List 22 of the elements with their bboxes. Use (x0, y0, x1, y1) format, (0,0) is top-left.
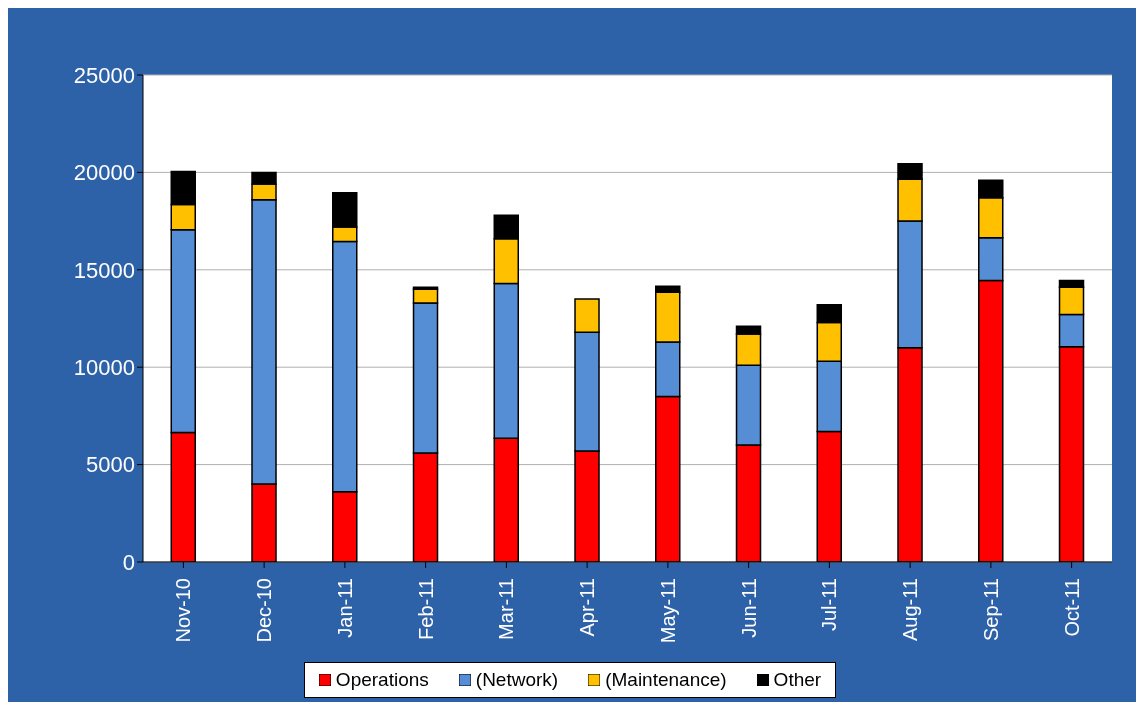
x-tick-label: Nov-10 (172, 578, 195, 643)
x-tick-label: Apr-11 (576, 578, 599, 637)
x-tick-label: Dec-10 (253, 578, 276, 643)
y-tick-label: 25000 (73, 62, 135, 88)
legend-label: (Network) (474, 669, 559, 691)
x-tick-label: Jan-11 (333, 578, 356, 638)
x-tick-label: Aug-11 (899, 578, 922, 642)
x-tick-label: Oct-11 (1060, 578, 1083, 637)
x-tick-label: Feb-11 (414, 578, 437, 640)
y-tick-label: 15000 (73, 257, 135, 283)
x-tick-label: May-11 (656, 578, 679, 644)
x-tick-label: Jul-11 (818, 578, 841, 631)
y-tick-label: 20000 (73, 160, 135, 186)
legend-label: (Maintenance) (604, 669, 727, 691)
y-tick-label: 10000 (73, 355, 135, 381)
x-tick-label: Jun-11 (737, 578, 760, 638)
y-tick-label: 0 (122, 549, 135, 575)
x-tick-label: Mar-11 (495, 578, 518, 640)
legend-label: Other (772, 669, 822, 691)
x-tick-label: Sep-11 (979, 578, 1002, 642)
y-tick-label: 5000 (86, 452, 135, 478)
legend-label: Operations (334, 669, 429, 691)
